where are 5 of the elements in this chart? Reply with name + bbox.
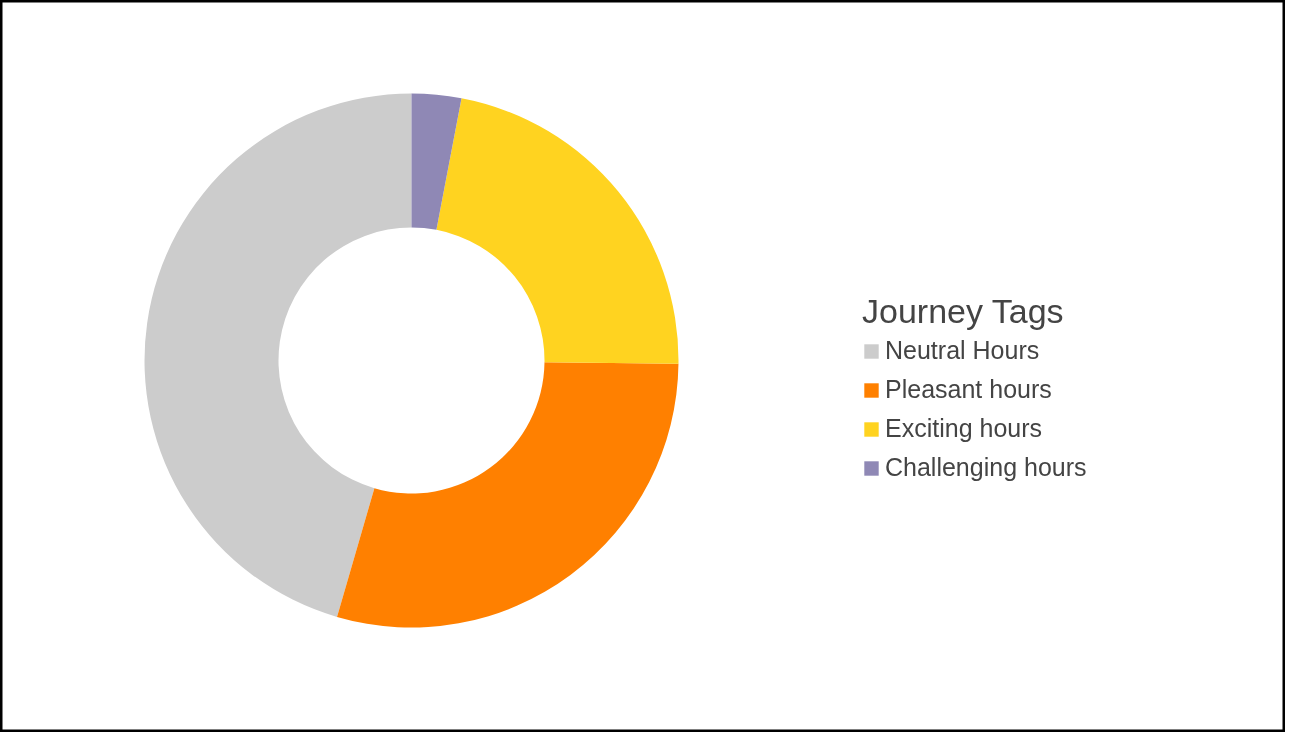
legend-label: Neutral Hours	[885, 336, 1040, 365]
legend-title: Journey Tags	[862, 292, 1065, 331]
legend-label: Challenging hours	[885, 453, 1087, 482]
legend-label: Exciting hours	[885, 414, 1043, 443]
legend-label: Pleasant hours	[885, 375, 1052, 404]
